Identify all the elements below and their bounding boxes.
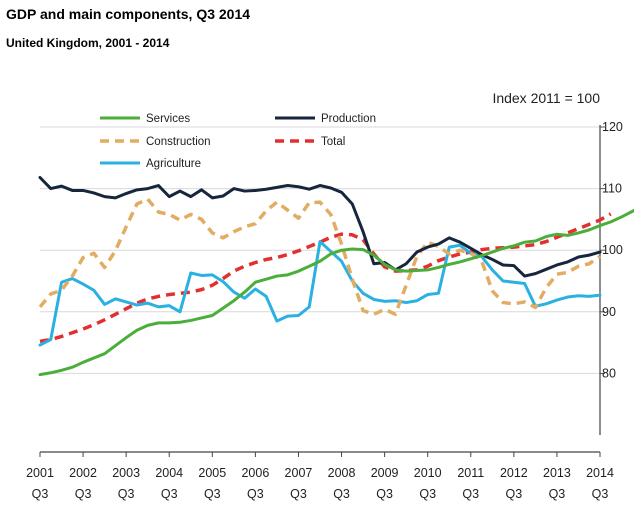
x-tick-quarter-2014: Q3 [592, 487, 609, 501]
x-tick-quarter-2012: Q3 [506, 487, 523, 501]
chart-subtitle: United Kingdom, 2001 - 2014 [6, 36, 170, 50]
x-tick-year-2003: 2003 [112, 466, 140, 480]
x-tick-year-2004: 2004 [155, 466, 183, 480]
series-layer [38, 176, 634, 377]
x-tick-year-2001: 2001 [26, 466, 54, 480]
x-tick-year-2002: 2002 [69, 466, 97, 480]
x-tick-quarter-2003: Q3 [118, 487, 135, 501]
x-tick-year-2007: 2007 [285, 466, 313, 480]
legend-label-total: Total [321, 136, 345, 148]
x-tick-quarter-2006: Q3 [247, 487, 264, 501]
chart-title: GDP and main components, Q3 2014 [6, 6, 251, 22]
x-tick-year-2008: 2008 [328, 466, 356, 480]
x-tick-quarter-2013: Q3 [549, 487, 566, 501]
legend-label-services: Services [146, 113, 190, 125]
legend-label-production: Production [321, 113, 376, 125]
x-tick-quarter-2010: Q3 [419, 487, 436, 501]
x-tick-year-2011: 2011 [457, 466, 484, 480]
x-tick-year-2009: 2009 [371, 466, 399, 480]
x-tick-year-2010: 2010 [414, 466, 442, 480]
x-tick-quarter-2004: Q3 [161, 487, 178, 501]
y-tick-label-90: 90 [602, 305, 616, 319]
x-tick-year-2012: 2012 [500, 466, 528, 480]
legend-label-agriculture: Agriculture [146, 158, 201, 170]
y-tick-label-100: 100 [602, 243, 623, 257]
y-tick-label-110: 110 [602, 182, 622, 196]
x-tick-quarter-2002: Q3 [75, 487, 92, 501]
legend: Services Production Construction Total Agric… [100, 113, 376, 170]
axes: 80 90 100 110 120 2001 Q3 2002 Q3 2003 Q3 2004 Q3 200… [26, 120, 623, 501]
series-line-construction [38, 197, 601, 317]
x-tick-quarter-2008: Q3 [333, 487, 350, 501]
x-tick-quarter-2001: Q3 [32, 487, 49, 501]
x-tick-year-2005: 2005 [198, 466, 226, 480]
x-tick-year-2013: 2013 [543, 466, 571, 480]
y-tick-label-120: 120 [602, 120, 623, 134]
y-tick-label-80: 80 [602, 366, 616, 380]
x-tick-quarter-2005: Q3 [204, 487, 221, 501]
series-line-total [39, 212, 612, 344]
x-tick-quarter-2007: Q3 [290, 487, 307, 501]
x-tick-quarter-2011: Q3 [462, 487, 479, 501]
series-line-production [38, 176, 602, 278]
series-line-agriculture [38, 240, 602, 347]
legend-label-construction: Construction [146, 136, 211, 148]
x-tick-quarter-2009: Q3 [376, 487, 393, 501]
series-line-services [38, 208, 634, 377]
x-tick-year-2006: 2006 [241, 466, 269, 480]
x-tick-year-2014: 2014 [586, 466, 614, 480]
index-label: Index 2011 = 100 [492, 90, 600, 106]
